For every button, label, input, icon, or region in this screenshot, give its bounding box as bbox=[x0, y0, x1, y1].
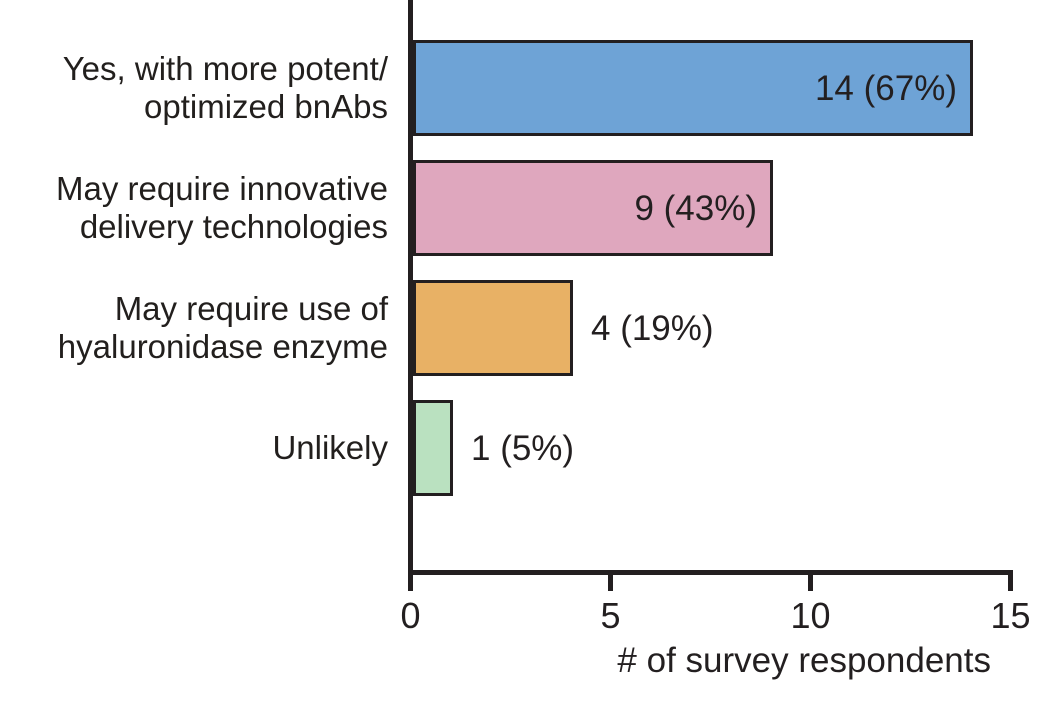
y-category-label: Yes, with more potent/optimized bnAbs bbox=[0, 50, 388, 126]
y-category-label-line: May require innovative bbox=[0, 170, 388, 208]
plot-area: # of survey respondents 05101514 (67%)9 … bbox=[408, 0, 1051, 719]
bar-value-label: 14 (67%) bbox=[815, 69, 957, 109]
x-tick-label: 15 bbox=[990, 595, 1030, 637]
bar-value-label: 1 (5%) bbox=[471, 429, 574, 469]
bar-value-label: 4 (19%) bbox=[591, 309, 714, 349]
x-axis-line bbox=[408, 570, 1013, 575]
x-tick bbox=[608, 575, 613, 591]
y-category-label-line: hyaluronidase enzyme bbox=[0, 328, 388, 366]
bar bbox=[413, 280, 573, 376]
survey-bar-chart: Yes, with more potent/optimized bnAbs May… bbox=[0, 0, 1051, 719]
bar bbox=[413, 400, 453, 496]
y-category-label-line: May require use of bbox=[0, 290, 388, 328]
y-category-label-line: Unlikely bbox=[0, 429, 388, 467]
bar-value-label: 9 (43%) bbox=[634, 189, 757, 229]
y-category-label-line: optimized bnAbs bbox=[0, 88, 388, 126]
x-tick-label: 10 bbox=[790, 595, 830, 637]
x-tick bbox=[408, 575, 413, 591]
x-tick bbox=[1008, 575, 1013, 591]
x-tick bbox=[808, 575, 813, 591]
x-tick-label: 0 bbox=[400, 595, 420, 637]
y-category-label: Unlikely bbox=[0, 429, 388, 467]
x-tick-label: 5 bbox=[600, 595, 620, 637]
y-category-label-line: Yes, with more potent/ bbox=[0, 50, 388, 88]
y-category-label: May require use ofhyaluronidase enzyme bbox=[0, 290, 388, 366]
y-category-label: May require innovativedelivery technolog… bbox=[0, 170, 388, 246]
y-category-label-line: delivery technologies bbox=[0, 208, 388, 246]
y-axis-labels-group: Yes, with more potent/optimized bnAbs May… bbox=[0, 0, 398, 719]
x-axis-title: # of survey respondents bbox=[617, 641, 991, 681]
